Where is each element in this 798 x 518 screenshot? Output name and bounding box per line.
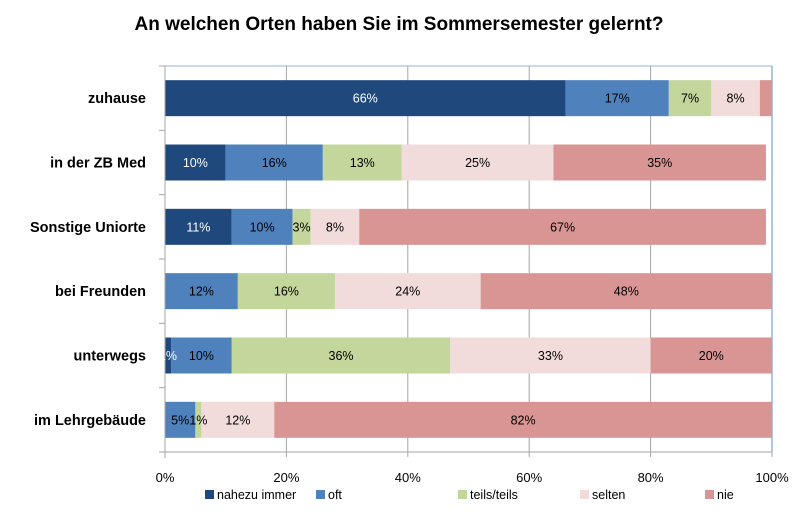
data-label: 82% [511, 413, 536, 427]
bar-sonstige-uniorte-nie [359, 208, 766, 245]
legend-label: nahezu immer [217, 488, 296, 502]
legend: nahezu immer oft teils/teils selten nie [205, 488, 734, 502]
bar-in-der-zb-med-teils-teils [322, 144, 402, 181]
data-label: 48% [614, 285, 639, 299]
data-label: 8% [727, 92, 745, 106]
legend-swatch [205, 490, 214, 499]
x-tick-label: 60% [516, 470, 542, 485]
gridlines [165, 65, 773, 452]
data-label: 10% [250, 220, 275, 234]
bar-bei-freunden-teils-teils [237, 273, 335, 310]
bar-bei-freunden-oft [165, 273, 238, 310]
bar-sonstige-uniorte-nahezu-immer [165, 208, 232, 245]
bar-in-der-zb-med-nahezu-immer [165, 144, 226, 181]
x-tick-label: 100% [755, 470, 789, 485]
legend-label: teils/teils [470, 488, 518, 502]
bar-bei-freunden-selten [334, 273, 481, 310]
bar-sonstige-uniorte-teils-teils [292, 208, 311, 245]
data-label: 3% [293, 220, 311, 234]
data-label: 10% [189, 349, 214, 363]
legend-label: oft [328, 488, 342, 502]
data-label: 12% [189, 285, 214, 299]
legend-swatch [316, 490, 325, 499]
data-label: 12% [225, 413, 250, 427]
category-label: zuhause [88, 91, 146, 107]
data-label: 24% [395, 285, 420, 299]
x-tick-label: 20% [273, 470, 299, 485]
bar-in-der-zb-med-selten [401, 144, 554, 181]
bar-in-der-zb-med-oft [225, 144, 323, 181]
data-label: 7% [681, 92, 699, 106]
x-tick-label: 40% [395, 470, 421, 485]
x-tick-label: 0% [156, 470, 175, 485]
legend-label: nie [717, 488, 734, 502]
data-label: 67% [550, 220, 575, 234]
data-label: 36% [329, 349, 354, 363]
data-label: 33% [538, 349, 563, 363]
category-label: Sonstige Uniorte [30, 220, 146, 236]
bars [165, 80, 772, 438]
bar-unterwegs-teils-teils [231, 337, 451, 374]
category-label: in der ZB Med [50, 156, 146, 172]
labels: 66% 17% 7% 8% zuhause 10% 16% 13% 25% 35% in der Z… [30, 91, 745, 429]
bar-bei-freunden-nie [480, 273, 772, 310]
bar-in-der-zb-med-nie [553, 144, 766, 181]
data-label: 11% [186, 220, 210, 234]
data-label: 16% [274, 285, 299, 299]
legend-label: selten [592, 488, 625, 502]
chart-title: An welchen Orten haben Sie im Sommerseme… [134, 14, 664, 35]
category-label: bei Freunden [55, 284, 146, 300]
data-label: 16% [262, 156, 287, 170]
bar-zuhause-nahezu-immer [165, 80, 566, 117]
bar-zuhause-oft [565, 80, 669, 117]
data-label: 10% [183, 156, 208, 170]
legend-swatch [458, 490, 467, 499]
x-tick-label: 80% [638, 470, 664, 485]
bar-zuhause-teils-teils [668, 80, 712, 117]
bar-unterwegs-nahezu-immer [165, 337, 172, 374]
category-label: unterwegs [73, 349, 146, 365]
bar-zuhause-nie [759, 80, 772, 117]
bar-zuhause-selten [711, 80, 760, 117]
data-label: 13% [350, 156, 375, 170]
data-label: 35% [647, 156, 672, 170]
category-label: im Lehrgebäude [34, 413, 146, 429]
data-label: 66% [353, 92, 378, 106]
data-label: 1% [189, 413, 207, 427]
data-label: 17% [605, 92, 630, 106]
axes: 0% 20% 40% 60% 80% 100% [156, 65, 789, 485]
bar-im-lehrgeb-ude-teils-teils [195, 401, 202, 438]
bar-unterwegs-nie [650, 337, 772, 374]
bar-im-lehrgeb-ude-nie [274, 401, 772, 438]
bar-sonstige-uniorte-oft [231, 208, 293, 245]
bar-im-lehrgeb-ude-selten [201, 401, 275, 438]
data-label: 20% [699, 349, 724, 363]
bar-im-lehrgeb-ude-oft [165, 401, 196, 438]
legend-swatch [705, 490, 714, 499]
data-label: 5% [171, 413, 189, 427]
legend-swatch [580, 490, 589, 499]
bar-unterwegs-oft [171, 337, 232, 374]
bar-sonstige-uniorte-selten [310, 208, 360, 245]
data-label: 25% [465, 156, 490, 170]
data-label: 8% [326, 220, 344, 234]
data-label: 1% [159, 349, 177, 363]
bar-unterwegs-selten [450, 337, 651, 374]
